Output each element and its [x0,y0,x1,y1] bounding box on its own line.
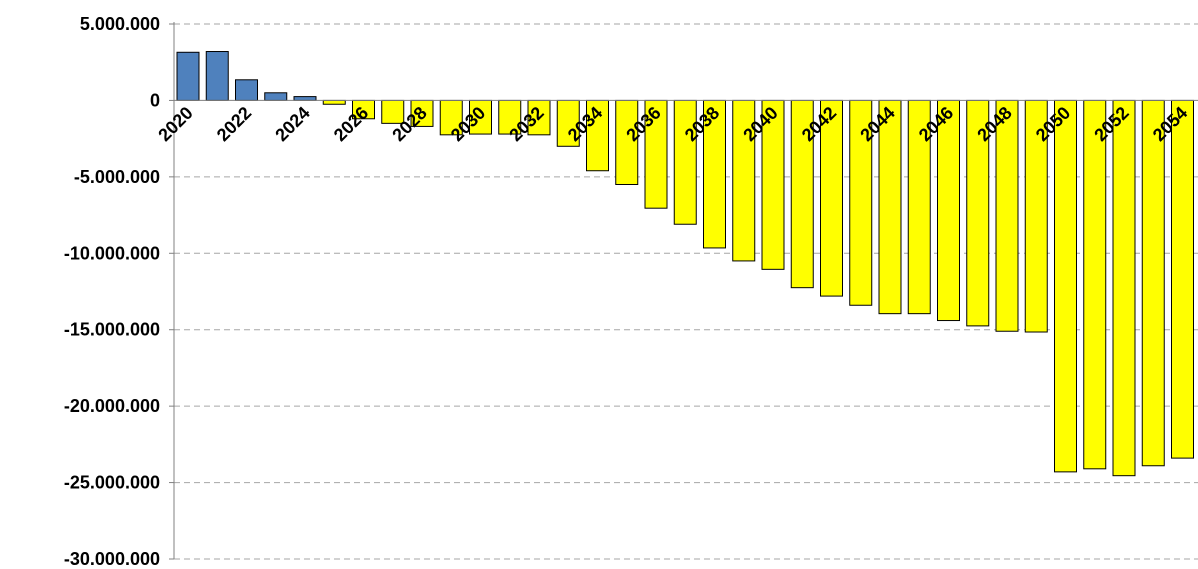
x-tick-label: 2020 [154,103,196,145]
y-tick-label: 5.000.000 [80,14,160,34]
bar-2021 [205,51,229,101]
bar-2020 [176,51,200,101]
bar-2023 [264,92,288,101]
bar-2051 [1083,99,1107,470]
bar-2046 [937,99,960,322]
bar-layer [176,51,1194,477]
bar-2053 [1141,99,1165,467]
y-tick-label: -20.000.000 [64,396,160,416]
bar-2050 [1054,99,1077,473]
bar-2025 [322,99,346,105]
bar-2052 [1112,99,1136,477]
y-tick-label: -5.000.000 [74,167,160,187]
axis-layer [169,22,1198,560]
grid-layer [174,23,1198,560]
y-tick-label: -15.000.000 [64,320,160,340]
y-tick-label: -25.000.000 [64,473,160,493]
y-tick-label: -10.000.000 [64,243,160,263]
y-tick-labels: 5.000.000 0 -5.000.000 -10.000.000 -15.000.0… [64,14,160,569]
bar-2054 [1171,99,1194,459]
x-tick-label: 2022 [213,103,255,145]
bar-2048 [995,99,1019,332]
y-tick-label: 0 [150,90,160,110]
x-tick-label: 2024 [271,103,313,145]
y-tick-label: -30.000.000 [64,549,160,569]
bar-2022 [235,79,258,101]
bar-2024 [293,96,317,101]
